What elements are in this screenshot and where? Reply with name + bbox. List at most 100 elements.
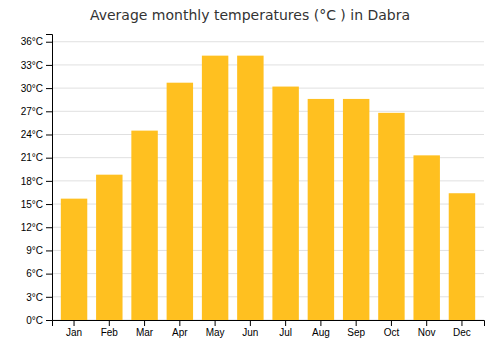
tick: 6°C bbox=[26, 268, 52, 279]
bar bbox=[61, 199, 87, 320]
tick: Nov bbox=[418, 320, 436, 338]
tick-label: Sep bbox=[347, 327, 365, 338]
tick-label: Apr bbox=[172, 327, 188, 338]
tick-label: Aug bbox=[312, 327, 330, 338]
bar bbox=[237, 56, 263, 320]
tick-label: 36°C bbox=[21, 36, 43, 47]
tick-mark bbox=[46, 158, 52, 159]
tick: Dec bbox=[453, 320, 471, 338]
tick-label: Feb bbox=[101, 327, 119, 338]
tick-mark bbox=[46, 250, 52, 251]
tick-mark bbox=[46, 111, 52, 112]
tick: 24°C bbox=[21, 129, 52, 140]
tick: Jun bbox=[242, 320, 258, 338]
axis-line bbox=[46, 35, 53, 321]
tick-mark bbox=[215, 320, 216, 326]
tick-label: 27°C bbox=[21, 106, 43, 117]
tick: 18°C bbox=[21, 176, 52, 187]
tick-label: 33°C bbox=[21, 60, 43, 71]
tick-mark bbox=[46, 227, 52, 228]
tick-label: Mar bbox=[136, 327, 154, 338]
tick-label: 6°C bbox=[26, 268, 43, 279]
tick: Sep bbox=[347, 320, 365, 338]
tick-mark bbox=[320, 320, 321, 326]
tick: Jul bbox=[279, 320, 292, 338]
tick: Mar bbox=[136, 320, 154, 338]
tick-label: Jul bbox=[279, 327, 292, 338]
tick: Feb bbox=[101, 320, 119, 338]
tick-label: 12°C bbox=[21, 222, 43, 233]
tick-label: 15°C bbox=[21, 199, 43, 210]
y-axis: 0°C 3°C 6°C 9°C 12°C 15°C 18°C 21°C 24°C 27°C 30°C… bbox=[21, 35, 53, 326]
tick-mark bbox=[46, 297, 52, 298]
tick-mark bbox=[46, 274, 52, 275]
tick: 15°C bbox=[21, 199, 52, 210]
tick-mark bbox=[426, 320, 427, 326]
tick-label: 24°C bbox=[21, 129, 43, 140]
tick: Jan bbox=[66, 320, 82, 338]
tick-mark bbox=[74, 320, 75, 326]
tick-mark bbox=[285, 320, 286, 326]
axis-line bbox=[53, 321, 485, 327]
tick-label: Jan bbox=[66, 327, 82, 338]
tick-mark bbox=[391, 320, 392, 326]
tick-label: 9°C bbox=[26, 245, 43, 256]
tick: 0°C bbox=[26, 315, 52, 326]
bar bbox=[343, 99, 369, 320]
tick-mark bbox=[46, 204, 52, 205]
tick: 12°C bbox=[21, 222, 52, 233]
tick: 21°C bbox=[21, 152, 52, 163]
tick-mark bbox=[46, 88, 52, 89]
bar bbox=[308, 99, 334, 320]
bar bbox=[96, 175, 122, 320]
tick-mark bbox=[46, 65, 52, 66]
bar bbox=[131, 131, 157, 320]
grid-line bbox=[52, 88, 484, 89]
grid-line bbox=[52, 41, 484, 42]
plot: 0°C 3°C 6°C 9°C 12°C 15°C 18°C 21°C 24°C 27°C 30°C… bbox=[21, 35, 485, 339]
grid-line bbox=[52, 111, 484, 112]
tick-label: May bbox=[206, 327, 225, 338]
tick-mark bbox=[179, 320, 180, 326]
tick-mark bbox=[46, 181, 52, 182]
tick-label: Jun bbox=[242, 327, 258, 338]
tick: 27°C bbox=[21, 106, 52, 117]
tick-mark bbox=[46, 134, 52, 135]
tick: 30°C bbox=[21, 83, 52, 94]
tick: Apr bbox=[172, 320, 188, 338]
tick-label: Nov bbox=[418, 327, 436, 338]
tick: Aug bbox=[312, 320, 330, 338]
tick-label: 30°C bbox=[21, 83, 43, 94]
tick: May bbox=[206, 320, 225, 338]
tick-label: Oct bbox=[384, 327, 400, 338]
tick-label: 18°C bbox=[21, 176, 43, 187]
tick-label: 3°C bbox=[26, 292, 43, 303]
bar bbox=[202, 56, 228, 320]
x-axis: Jan Feb Mar Apr May Jun Jul Aug Sep Oct Nov Dec bbox=[53, 320, 485, 338]
tick: 9°C bbox=[26, 245, 52, 256]
tick-mark bbox=[144, 320, 145, 326]
tick-mark bbox=[461, 320, 462, 326]
tick-mark bbox=[46, 42, 52, 43]
tick: Oct bbox=[384, 320, 400, 338]
tick-label: 21°C bbox=[21, 152, 43, 163]
grid-line bbox=[52, 134, 484, 135]
tick-label: Dec bbox=[453, 327, 471, 338]
bar bbox=[167, 83, 193, 320]
tick-mark bbox=[356, 320, 357, 326]
tick: 33°C bbox=[21, 60, 52, 71]
grid-line bbox=[52, 64, 484, 65]
bar bbox=[449, 193, 475, 320]
tick-mark bbox=[109, 320, 110, 326]
bar bbox=[378, 113, 404, 320]
tick: 36°C bbox=[21, 36, 52, 47]
chart: 0°C 3°C 6°C 9°C 12°C 15°C 18°C 21°C 24°C 27°C 30°C… bbox=[0, 0, 500, 350]
tick: 3°C bbox=[26, 292, 52, 303]
bars bbox=[61, 56, 475, 320]
bar bbox=[413, 155, 439, 320]
tick-mark bbox=[46, 320, 52, 321]
grid bbox=[52, 42, 484, 320]
tick-mark bbox=[250, 320, 251, 326]
bar bbox=[272, 87, 298, 320]
title: Average monthly temperatures (°C ) in Da… bbox=[90, 7, 410, 23]
